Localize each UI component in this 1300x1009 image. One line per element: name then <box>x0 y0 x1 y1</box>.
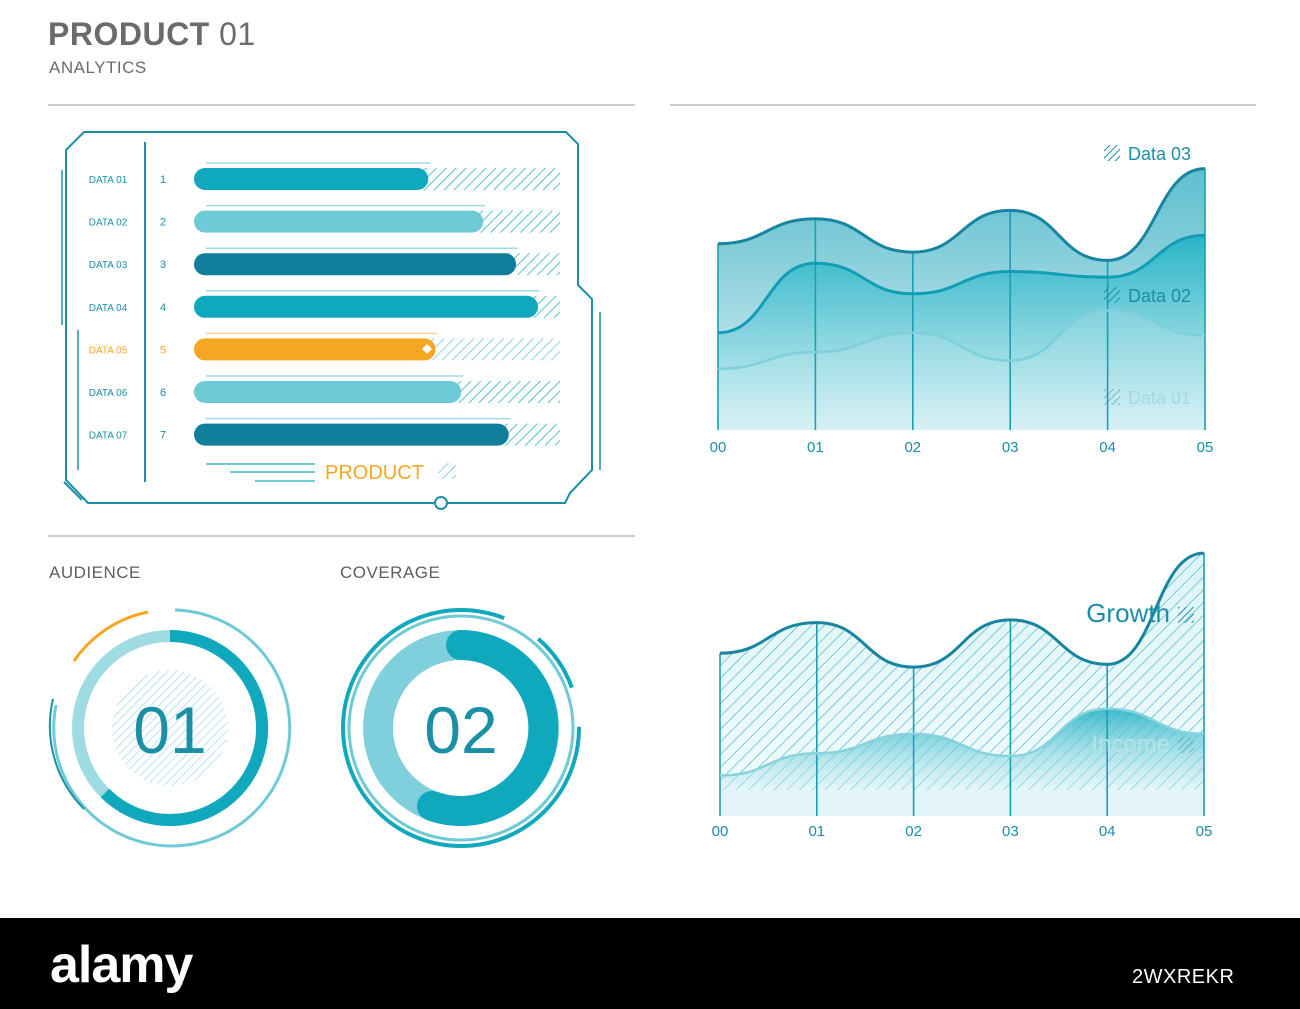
legend-swatch <box>1178 737 1194 753</box>
bar-category-label: DATA 03 <box>89 260 128 271</box>
footer-image-code: 2WXREKR <box>1132 966 1235 988</box>
chart-base-band <box>720 790 1204 816</box>
footer-bar <box>0 918 1300 1009</box>
bar-remainder-hatch <box>506 253 560 276</box>
x-tick-label: 00 <box>710 439 727 456</box>
legend-swatch <box>1104 389 1120 405</box>
legend-swatch <box>1104 145 1120 161</box>
audience-outer-ring <box>52 608 292 848</box>
bar-remainder-hatch <box>418 168 560 190</box>
page-subtitle: ANALYTICS <box>49 58 147 77</box>
x-tick-label: 00 <box>712 823 729 840</box>
bar-remainder-hatch <box>451 381 560 403</box>
coverage-value: 02 <box>424 693 497 767</box>
x-tick-label: 04 <box>1099 439 1116 456</box>
area-fill-data-01 <box>718 310 1205 430</box>
legend-swatch <box>1178 607 1194 623</box>
x-tick-label: 02 <box>905 823 922 840</box>
x-tick-label: 01 <box>807 439 824 456</box>
coverage-progress-arc <box>417 630 559 826</box>
series-line-growth <box>719 551 1205 669</box>
bar-legend: PRODUCT <box>206 462 456 484</box>
panel-knob <box>434 496 448 510</box>
bar-remainder-hatch <box>425 338 560 361</box>
bar-rows: DATA 01 1 DATA 02 2 DATA 03 3 DATA 04 4 DATA 05 5… <box>89 162 560 446</box>
bar-category-label: DATA 01 <box>89 175 128 186</box>
legend-swatch <box>1104 287 1120 303</box>
audience-orange-arc <box>72 610 149 662</box>
panel-frame <box>65 131 593 504</box>
x-tick-label: 03 <box>1002 439 1019 456</box>
x-tick-label: 03 <box>1002 823 1019 840</box>
audience-value: 01 <box>133 693 206 767</box>
area-fill-income <box>720 708 1204 790</box>
x-tick-label: 04 <box>1099 823 1116 840</box>
coverage-label: COVERAGE <box>340 563 441 582</box>
series-line-data-02 <box>717 233 1206 335</box>
bar-rank-label: 7 <box>160 430 166 442</box>
coverage-gauge: 02 <box>341 608 581 848</box>
x-tick-label: 01 <box>808 823 825 840</box>
panel-accent <box>63 481 83 501</box>
bar-category-label: DATA 07 <box>89 431 128 442</box>
footer-brand: alamy <box>50 936 193 994</box>
bar-rank-label: 6 <box>160 387 166 399</box>
bar-value <box>194 168 429 190</box>
dividers <box>48 104 1256 537</box>
bar-remainder-hatch <box>473 210 560 233</box>
bar-chart-panel: DATA 01 1 DATA 02 2 DATA 03 3 DATA 04 4 DATA 05 5… <box>61 131 601 510</box>
bar-category-label: DATA 05 <box>89 345 128 356</box>
coverage-inner-outline <box>347 614 575 842</box>
bar-value <box>194 295 539 318</box>
coverage-outer-ring <box>341 608 581 848</box>
legend-label-data-03: Data 03 <box>1128 144 1191 164</box>
series-line-data-01 <box>717 309 1206 371</box>
bar-rank-label: 5 <box>160 344 166 356</box>
x-tick-label: 02 <box>904 439 921 456</box>
page-title: PRODUCT 01 <box>48 16 256 52</box>
audience-progress-arc <box>100 630 269 826</box>
bar-remainder-hatch <box>498 423 560 446</box>
area-chart-growth-income: 00 01 02 03 04 05 Growth Income <box>712 551 1213 840</box>
bar-category-label: DATA 04 <box>89 303 128 314</box>
bar-value <box>194 253 517 276</box>
series-line-data-03 <box>717 167 1206 262</box>
bar-rank-label: 3 <box>160 259 166 271</box>
audience-gauge: 01 <box>48 608 292 848</box>
x-tick-label: 05 <box>1196 823 1213 840</box>
legend-hatch-swatch <box>438 463 456 479</box>
bar-category-label: DATA 06 <box>89 388 128 399</box>
legend-label-data-02: Data 02 <box>1128 286 1191 306</box>
legend-label-product: PRODUCT <box>325 462 424 484</box>
legend-label-data-01: Data 01 <box>1128 388 1191 408</box>
x-tick-label: 05 <box>1197 439 1214 456</box>
bar-value <box>194 423 509 446</box>
gauges: 01 02 <box>48 608 581 848</box>
area-chart-data: 00 01 02 03 04 05 Data 03 Data 02 Data 01 <box>710 144 1214 456</box>
audience-outer-accent <box>48 698 85 810</box>
bar-value <box>194 338 436 361</box>
bar-rank-label: 2 <box>160 217 166 229</box>
bar-value <box>194 210 484 233</box>
bar-value <box>194 381 462 403</box>
bar-rank-label: 1 <box>160 174 166 186</box>
bar-rank-label: 4 <box>160 302 166 314</box>
audience-label: AUDIENCE <box>49 563 141 582</box>
legend-label-income: Income <box>1091 731 1170 758</box>
bar-category-label: DATA 02 <box>89 218 128 229</box>
legend-label-growth: Growth <box>1086 598 1170 628</box>
series-line-income <box>719 707 1205 777</box>
audience-hatch-disc <box>112 670 228 786</box>
bar-highlight-marker <box>422 343 433 354</box>
